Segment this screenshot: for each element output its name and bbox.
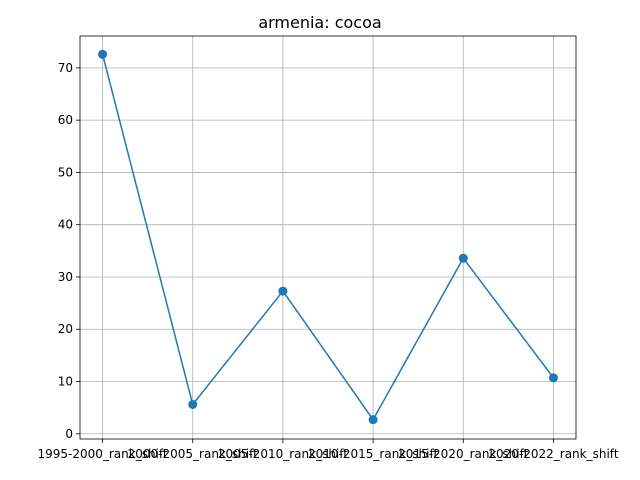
axis-layer: 1995-2000_rank_shift2000-2005_rank_shift… [37,61,618,461]
plot-frame [79,35,577,440]
x-tick-label: 2020-2022_rank_shift [488,447,618,461]
data-point [98,49,108,59]
y-tick-label: 60 [58,113,73,127]
data-point [368,415,378,425]
x-tick-label: 1995-2000_rank_shift [37,447,167,461]
series-layer [98,49,558,425]
x-tick-label: 2000-2005_rank_shift [128,447,258,461]
data-point [188,400,198,410]
y-tick-label: 0 [65,427,73,441]
x-tick-label: 2005-2010_rank_shift [218,447,348,461]
x-tick-label: 2010-2015_rank_shift [308,447,438,461]
series-line [101,54,555,421]
data-point [548,373,558,383]
data-point [458,253,468,263]
y-tick-label: 50 [58,165,73,179]
data-point [278,286,288,296]
y-tick-label: 70 [58,61,73,75]
x-tick-label: 2015-2020_rank_shift [398,447,528,461]
y-tick-label: 40 [58,218,73,232]
y-tick-label: 20 [58,322,73,336]
y-tick-label: 30 [58,270,73,284]
y-tick-label: 10 [58,375,73,389]
chart-title: armenia: cocoa [258,13,381,32]
grid-lines [80,36,576,439]
